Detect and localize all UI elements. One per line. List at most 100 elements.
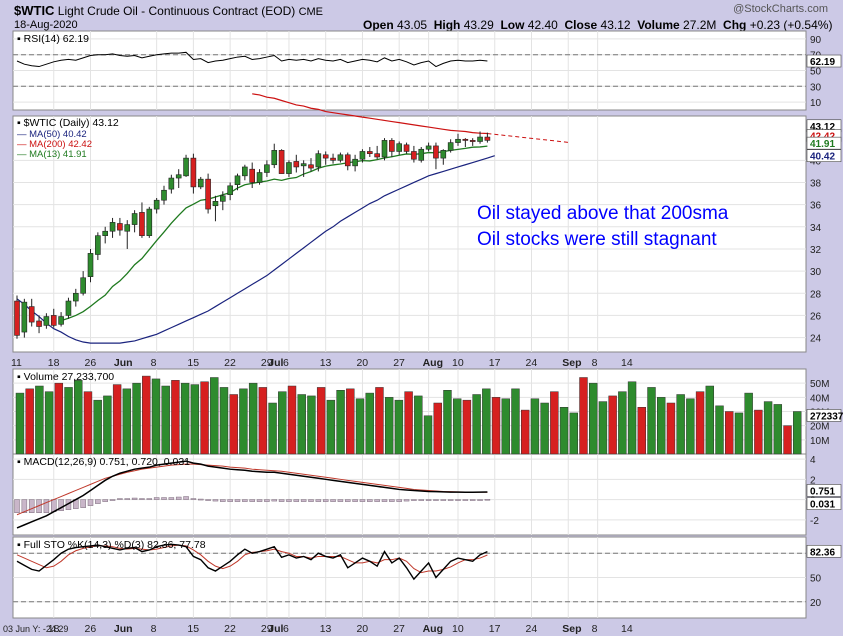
- candle: [175, 174, 182, 179]
- rsi-line: [16, 51, 488, 68]
- macd-histogram-bar: [109, 499, 116, 501]
- macd-histogram-bar: [271, 499, 277, 502]
- stockcharts-logo: @StockCharts.com: [733, 3, 828, 15]
- volume-bar: [744, 392, 753, 455]
- x-axis-label-bottom: 29: [261, 623, 273, 635]
- volume-bar: [180, 382, 190, 455]
- sto-d-line: [16, 544, 488, 574]
- volume-bar: [637, 407, 646, 455]
- x-axis-label-bottom: 27: [393, 623, 405, 635]
- macd-histogram-bar: [477, 499, 483, 501]
- high-value: 43.29: [463, 18, 494, 32]
- y-tick-label: 26: [810, 311, 822, 322]
- macd-histogram-bar: [308, 499, 314, 502]
- x-axis-label-bottom: 10: [452, 623, 464, 635]
- high-label: High: [433, 18, 461, 32]
- macd-histogram-bar: [153, 497, 160, 500]
- volume-bar: [520, 409, 530, 455]
- ma13-last-value-box: [806, 136, 842, 150]
- candle: [462, 138, 469, 141]
- candle: [80, 277, 86, 294]
- candle: [455, 138, 461, 143]
- volume-bar: [287, 385, 297, 455]
- open-value: 43.05: [397, 18, 428, 32]
- macd-histogram-bar: [249, 499, 255, 502]
- candle: [124, 224, 131, 232]
- close-label: Close: [564, 18, 598, 32]
- macd-histogram-bar: [359, 499, 366, 502]
- macd-histogram-bar: [455, 499, 461, 501]
- candle: [425, 145, 432, 150]
- macd-histogram-bar: [389, 499, 395, 502]
- macd-histogram-bar: [198, 498, 204, 501]
- volume-bar: [472, 394, 481, 455]
- volume-bar: [122, 388, 132, 455]
- macd-histogram-bar: [87, 499, 94, 506]
- volume-bar: [365, 392, 374, 455]
- volume-bar: [35, 385, 44, 455]
- macd-histogram-bar: [190, 498, 197, 500]
- volume-last-value: 27233700: [810, 411, 843, 422]
- x-axis-label-bottom: 8: [592, 623, 598, 635]
- volume-bar: [394, 399, 404, 455]
- macd-histogram-bar: [264, 499, 270, 502]
- volume-bar: [161, 385, 170, 455]
- candle: [484, 136, 491, 141]
- macd-histogram-bar: [469, 499, 476, 501]
- volume-bar: [686, 398, 695, 455]
- volume-bar: [74, 380, 83, 455]
- x-axis-label-bottom: 18: [48, 623, 60, 635]
- price-last-close: 43.12: [810, 122, 835, 133]
- candle: [330, 157, 336, 161]
- candle: [300, 163, 307, 167]
- volume-bar: [501, 398, 510, 455]
- volume-bar: [608, 395, 617, 455]
- macd-histogram-bar: [352, 499, 358, 502]
- macd-histogram-bar: [43, 499, 50, 513]
- volume-bar: [550, 391, 559, 455]
- y-tick-label: 28: [810, 289, 822, 300]
- x-axis-label: 29: [261, 357, 273, 369]
- x-axis-label-bottom: 20: [356, 623, 368, 635]
- ma-legend-0: — MA(50) 40.42: [17, 129, 87, 140]
- x-axis-label-bottom: Jul: [268, 623, 283, 635]
- candle: [131, 213, 138, 225]
- macd-histogram-bar: [80, 499, 86, 508]
- ma50-line: [16, 155, 495, 344]
- y-tick-label: 24: [810, 334, 822, 345]
- macd-line: [16, 460, 488, 529]
- x-axis-label: 8: [151, 357, 157, 369]
- candle: [146, 208, 153, 236]
- y-tick-label: 50: [810, 574, 822, 585]
- macd-signal-line: [16, 463, 488, 516]
- macd-hist-last-value-box: [806, 497, 842, 510]
- volume-bar: [734, 412, 744, 455]
- macd-histogram-bar: [14, 499, 20, 513]
- candle: [359, 151, 366, 160]
- macd-histogram-bar: [381, 499, 388, 502]
- ma-legend-1: — MA(200) 42.42: [17, 139, 92, 150]
- x-axis-label: 22: [224, 357, 236, 369]
- macd-histogram-bar: [168, 497, 175, 500]
- volume-bar: [229, 394, 238, 455]
- macd-histogram-bar: [278, 499, 285, 502]
- volume-bar: [569, 412, 578, 455]
- macd-histogram-bar: [234, 499, 241, 502]
- volume-bar: [307, 395, 316, 455]
- macd-histogram-bar: [212, 499, 219, 502]
- volume-bar: [44, 391, 54, 455]
- y-tick-label: 50M: [810, 379, 829, 390]
- candle: [344, 154, 351, 167]
- candle: [308, 164, 314, 169]
- x-axis-label: 10: [452, 357, 464, 369]
- x-axis-label: Aug: [423, 357, 443, 369]
- x-axis-label: 13: [320, 357, 332, 369]
- volume-bar: [297, 394, 306, 455]
- volume-bar: [725, 411, 734, 455]
- rsi-legend: ▪ RSI(14) 62.19: [17, 33, 89, 45]
- macd-histogram-bar: [300, 499, 307, 502]
- candle: [14, 300, 20, 336]
- x-axis-label: 8: [592, 357, 598, 369]
